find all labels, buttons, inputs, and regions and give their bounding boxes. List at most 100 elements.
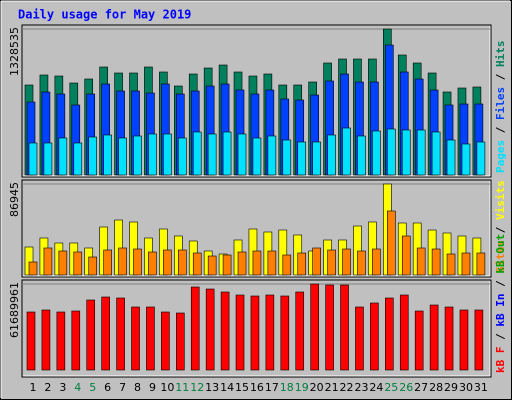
legend-entry: Pages	[494, 140, 507, 173]
x-tick-label: 21	[325, 381, 339, 394]
legend-separator: /	[494, 274, 507, 294]
bar	[118, 137, 127, 176]
bar	[28, 261, 38, 276]
x-tick-label: 17	[265, 381, 279, 394]
bar	[295, 291, 305, 371]
bar	[43, 142, 53, 176]
bar	[446, 253, 456, 276]
bar	[416, 247, 426, 276]
y-tick-label: 61689961	[8, 282, 21, 338]
bar	[161, 311, 170, 371]
x-tick-label: 14	[220, 381, 234, 394]
bar	[237, 251, 247, 276]
bar	[342, 127, 351, 176]
bar	[355, 306, 364, 371]
bar	[118, 247, 127, 276]
bar	[73, 142, 83, 176]
bar	[357, 250, 366, 276]
x-tick-label: 4	[74, 381, 81, 394]
bar	[250, 295, 260, 371]
bar	[103, 134, 112, 176]
bar	[429, 304, 439, 371]
bar	[86, 299, 96, 371]
bar	[401, 129, 411, 176]
bar	[252, 250, 262, 276]
bar	[146, 306, 155, 371]
legend-entry: Hits	[494, 41, 507, 68]
legend-entry: Visits	[494, 180, 507, 220]
x-tick-label: 11	[175, 381, 189, 394]
bar	[252, 137, 262, 176]
legend-entry: Files	[494, 87, 507, 120]
bar	[297, 252, 307, 276]
bar	[88, 136, 98, 176]
x-tick-label: 13	[205, 381, 219, 394]
bar	[207, 133, 217, 176]
bar	[474, 309, 484, 371]
bar	[222, 254, 232, 276]
bar	[312, 141, 321, 176]
bar	[444, 306, 454, 371]
x-tick-label: 30	[459, 381, 473, 394]
legend-separator: /	[494, 327, 507, 347]
x-tick-label: 25	[384, 381, 398, 394]
y-tick-label: 86945	[8, 182, 21, 217]
x-tick-label: 16	[250, 381, 264, 394]
bar	[414, 310, 424, 371]
bar	[222, 131, 232, 176]
x-tick-label: 2	[44, 381, 51, 394]
bar	[297, 141, 307, 176]
x-tick-label: 10	[160, 381, 174, 394]
bar	[310, 283, 319, 371]
x-tick-label: 9	[149, 381, 156, 394]
x-tick-label: 29	[444, 381, 458, 394]
bar	[101, 296, 110, 371]
bar	[476, 252, 486, 276]
bar	[163, 133, 172, 176]
bar	[58, 137, 68, 176]
x-tick-label: 1	[30, 381, 37, 394]
bar	[416, 129, 426, 176]
legend-entry: Sites	[494, 240, 507, 273]
bar	[207, 255, 217, 276]
bar	[192, 131, 202, 176]
bar	[459, 309, 469, 371]
bar	[385, 297, 394, 371]
legend-separator: /	[494, 220, 507, 240]
bar	[431, 131, 441, 176]
bar	[282, 139, 292, 176]
x-tick-label: 31	[474, 381, 488, 394]
bar	[176, 312, 185, 371]
bar	[116, 297, 125, 371]
bar	[58, 250, 68, 276]
bar	[131, 306, 140, 371]
bar	[387, 128, 396, 176]
bar	[431, 248, 441, 276]
bar	[237, 133, 247, 176]
x-tick-label: 20	[310, 381, 324, 394]
bar	[280, 295, 290, 371]
bar	[133, 248, 142, 276]
chart-title: Daily usage for May 2019	[18, 8, 191, 22]
x-tick-label: 3	[59, 381, 66, 394]
bar	[372, 248, 381, 276]
bar	[220, 291, 230, 371]
bar	[148, 251, 157, 276]
bar	[26, 311, 36, 371]
bar	[325, 284, 334, 371]
x-tick-label: 19	[295, 381, 309, 394]
x-tick-label: 18	[280, 381, 294, 394]
bar	[387, 210, 396, 276]
bar	[461, 143, 471, 176]
bar	[190, 286, 200, 371]
x-tick-label: 27	[414, 381, 428, 394]
bar	[178, 137, 187, 176]
bar	[192, 252, 202, 276]
legend-separator: /	[494, 67, 507, 87]
legend-entry: kB Out	[494, 234, 507, 274]
bar	[235, 294, 245, 371]
bar	[327, 249, 336, 276]
bar	[461, 252, 471, 276]
x-tick-label: 15	[235, 381, 249, 394]
